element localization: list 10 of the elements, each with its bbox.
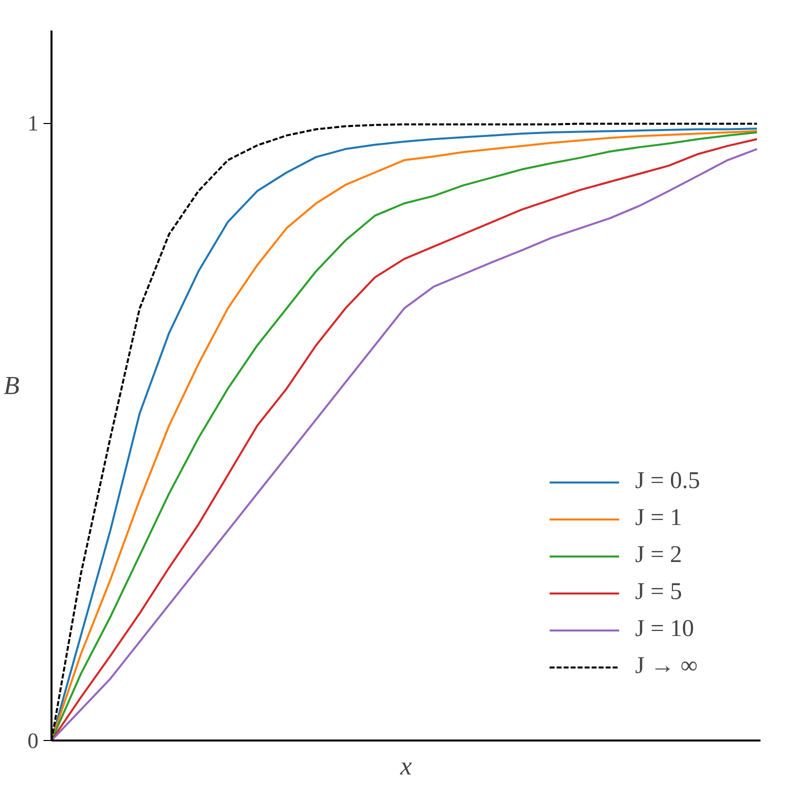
y-axis-title: B <box>4 371 20 400</box>
y-tick-label: 1 <box>28 110 38 136</box>
legend-label: J = 2 <box>635 542 682 569</box>
legend-label: J = 1 <box>635 505 682 532</box>
legend-label: J → ∞ <box>635 653 698 680</box>
legend-label: J = 0.5 <box>635 468 700 495</box>
y-tick-label: 0 <box>28 728 38 753</box>
legend-label: J = 10 <box>635 616 694 643</box>
legend-label: J = 5 <box>635 579 682 606</box>
x-axis-title: x <box>399 752 412 780</box>
